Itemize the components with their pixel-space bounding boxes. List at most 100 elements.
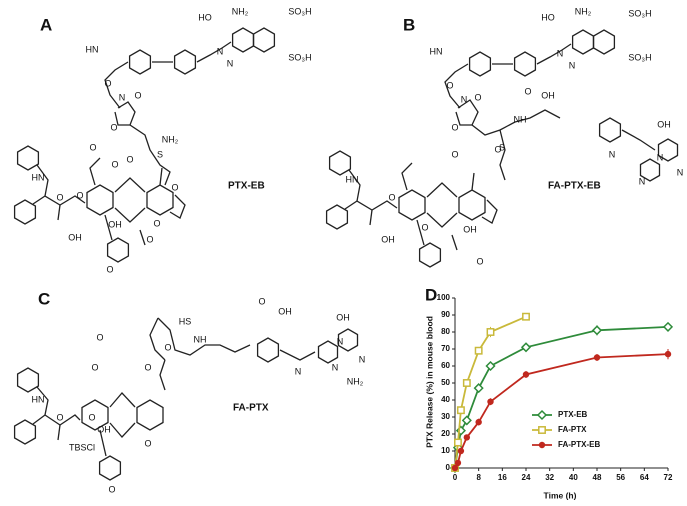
bond [99, 429, 107, 457]
ring [328, 150, 352, 176]
atom-label: OH [278, 306, 292, 316]
atom-label: N [119, 92, 126, 102]
atom-label: N [677, 167, 684, 177]
atom-label: O [91, 362, 98, 372]
atom-label: O [446, 80, 453, 90]
bond [401, 162, 413, 191]
y-tick-label: 90 [441, 310, 450, 319]
atom-label: TBSCl [69, 442, 95, 452]
compound-name: PTX-EB [228, 181, 265, 192]
bond [621, 129, 656, 151]
legend-label: FA-PTX [558, 425, 587, 434]
compound-name: FA-PTX [233, 403, 269, 414]
panel-letter: A [40, 15, 52, 34]
x-tick-label: 0 [453, 473, 458, 482]
ring [13, 199, 37, 225]
bond [89, 157, 101, 186]
ring [657, 138, 679, 162]
atom-label: O [144, 438, 151, 448]
atom-label: O [388, 192, 395, 202]
atom-label: O [146, 234, 153, 244]
atom-label: OH [68, 232, 82, 242]
ring [592, 29, 616, 55]
ring [325, 204, 349, 230]
atom-label: HO [541, 12, 555, 22]
panel-letter: D [425, 285, 437, 304]
bond [32, 414, 46, 425]
ring [513, 51, 537, 77]
y-tick-label: 0 [446, 463, 451, 472]
ring [317, 340, 339, 364]
atom-label: N [569, 60, 576, 70]
atom-label: OH [541, 90, 555, 100]
bond [139, 229, 146, 246]
atom-label: N [359, 354, 366, 364]
bond [36, 386, 81, 426]
marker [456, 406, 465, 415]
marker [487, 398, 494, 405]
bond [344, 200, 358, 210]
atom-label: N [609, 149, 616, 159]
marker [522, 312, 530, 321]
panel-letter: C [38, 289, 50, 308]
atom-label: SO₃H [628, 52, 651, 62]
x-tick-label: 32 [545, 473, 554, 482]
bond [348, 169, 398, 211]
atom-label: O [126, 154, 133, 164]
atom-label: S [157, 149, 163, 159]
ring [252, 27, 276, 53]
marker [457, 447, 465, 455]
ring [86, 184, 114, 216]
x-tick-label: 56 [616, 473, 625, 482]
bond [157, 317, 251, 356]
marker [536, 409, 548, 421]
marker [520, 342, 532, 353]
bond [196, 41, 232, 63]
ring [128, 49, 152, 75]
ring [639, 158, 661, 182]
atom-label: O [144, 362, 151, 372]
bond [455, 99, 479, 126]
ring [98, 455, 122, 481]
x-tick-label: 24 [522, 473, 531, 482]
ring [398, 189, 426, 221]
atom-label: N [332, 362, 339, 372]
atom-label: OH [381, 234, 395, 244]
bond [169, 194, 186, 219]
atom-label: HN [32, 172, 45, 182]
atom-label: O [476, 256, 483, 266]
atom-label: OH [108, 219, 122, 229]
atom-label: HN [86, 44, 99, 54]
bond [471, 172, 475, 191]
marker [522, 371, 530, 378]
marker [473, 383, 484, 394]
y-axis-title: PTX Release (%) in mouse blood [424, 316, 434, 448]
ring [81, 399, 109, 431]
atom-label: N [295, 366, 302, 376]
marker [538, 441, 546, 449]
marker [475, 418, 482, 426]
atom-label: O [56, 192, 63, 202]
bond [149, 317, 166, 361]
bond [104, 61, 129, 109]
ring [16, 145, 40, 171]
compound-name: FA-PTX-EB [548, 181, 601, 192]
x-tick-label: 64 [640, 473, 649, 482]
ring [458, 189, 486, 221]
y-tick-label: 80 [441, 327, 450, 336]
marker [461, 415, 472, 426]
bond [426, 212, 458, 228]
atom-label: N [217, 46, 224, 56]
atom-label: N [657, 152, 664, 162]
atom-label: O [111, 159, 118, 169]
marker [664, 350, 672, 358]
marker [454, 438, 462, 447]
marker [454, 459, 462, 467]
x-tick-label: 72 [664, 473, 673, 482]
legend-label: FA-PTX-EB [558, 440, 600, 449]
bond [104, 214, 113, 241]
x-tick-label: 48 [593, 473, 602, 482]
marker [591, 325, 603, 336]
y-tick-label: 50 [441, 378, 450, 387]
bond [114, 101, 136, 126]
